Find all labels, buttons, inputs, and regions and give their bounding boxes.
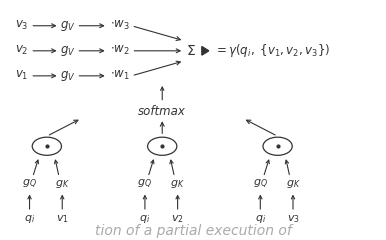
Text: $v_1$: $v_1$: [15, 69, 29, 82]
Text: $v_3$: $v_3$: [286, 213, 300, 225]
Text: $v_2$: $v_2$: [15, 44, 29, 57]
Polygon shape: [202, 47, 209, 55]
Text: $g_K$: $g_K$: [286, 178, 300, 190]
Text: $g_Q$: $g_Q$: [253, 178, 268, 191]
Text: $v_3$: $v_3$: [15, 19, 29, 32]
Text: $v_1$: $v_1$: [56, 213, 69, 225]
Text: $q_i$: $q_i$: [255, 213, 266, 225]
Text: $g_K$: $g_K$: [170, 178, 185, 190]
Text: $q_i$: $q_i$: [139, 213, 151, 225]
Text: $g_Q$: $g_Q$: [137, 178, 152, 191]
Text: $= \gamma(q_i,\ \{v_1, v_2, v_3\})$: $= \gamma(q_i,\ \{v_1, v_2, v_3\})$: [214, 42, 330, 59]
Text: tion of a partial execution of: tion of a partial execution of: [95, 224, 291, 238]
Text: $g_V$: $g_V$: [60, 44, 76, 58]
Text: $v_2$: $v_2$: [171, 213, 184, 225]
Text: $g_V$: $g_V$: [60, 19, 76, 33]
Text: $\Sigma$: $\Sigma$: [186, 44, 196, 58]
Text: $g_V$: $g_V$: [60, 69, 76, 83]
Text: $\cdot w_2$: $\cdot w_2$: [110, 44, 130, 57]
Text: $\cdot w_1$: $\cdot w_1$: [110, 69, 130, 82]
Text: $\cdot w_3$: $\cdot w_3$: [110, 19, 130, 32]
Text: $g_Q$: $g_Q$: [22, 178, 37, 191]
Text: $g_K$: $g_K$: [55, 178, 69, 190]
Text: softmax: softmax: [138, 105, 186, 118]
Text: $q_i$: $q_i$: [24, 213, 35, 225]
